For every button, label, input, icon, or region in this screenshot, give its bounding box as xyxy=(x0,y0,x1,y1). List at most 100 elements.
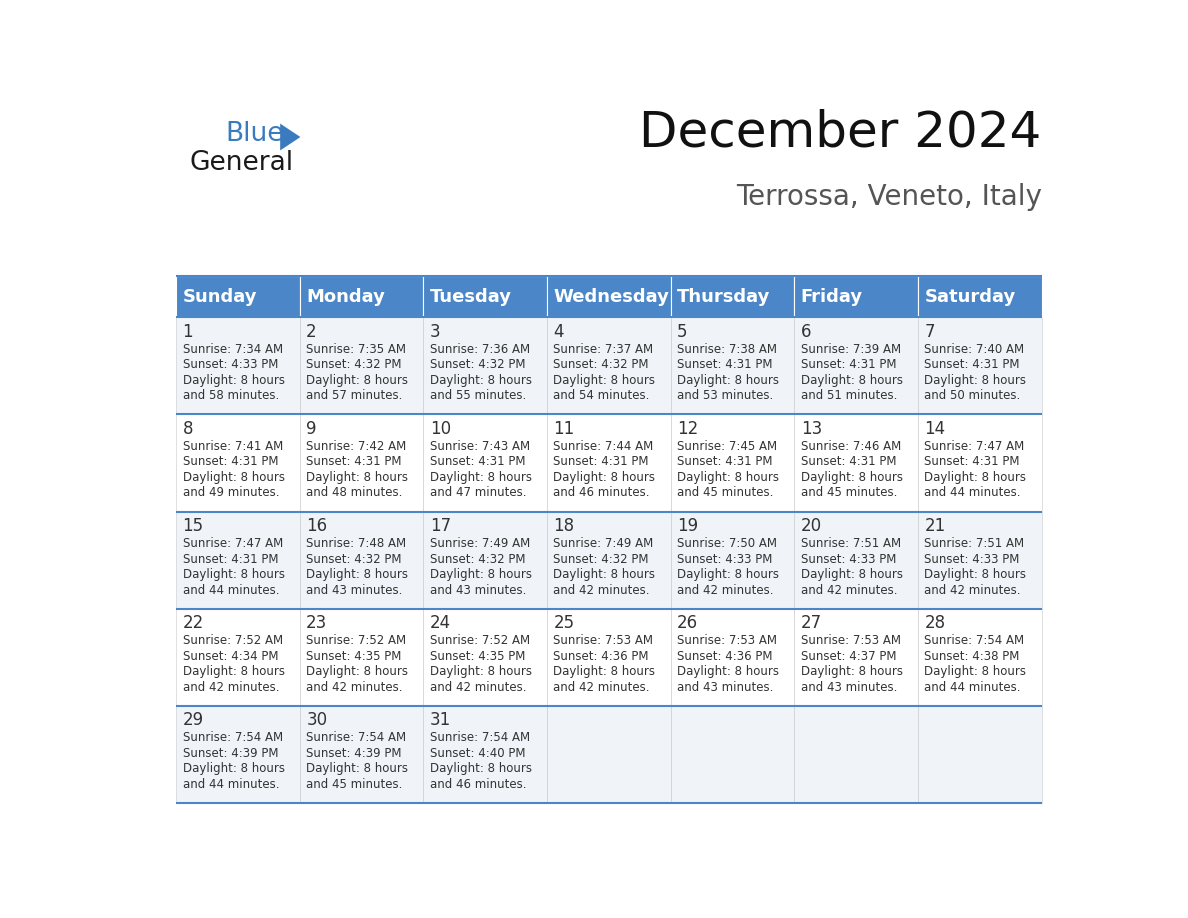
Text: Sunset: 4:38 PM: Sunset: 4:38 PM xyxy=(924,650,1019,663)
Text: Sunrise: 7:42 AM: Sunrise: 7:42 AM xyxy=(307,440,406,453)
Bar xyxy=(671,276,795,318)
Text: Sunset: 4:32 PM: Sunset: 4:32 PM xyxy=(430,358,525,371)
Text: Sunset: 4:31 PM: Sunset: 4:31 PM xyxy=(924,455,1019,468)
Text: Daylight: 8 hours: Daylight: 8 hours xyxy=(183,666,285,678)
Bar xyxy=(918,609,1042,706)
Text: Sunrise: 7:43 AM: Sunrise: 7:43 AM xyxy=(430,440,530,453)
Bar xyxy=(176,318,299,414)
Bar xyxy=(918,706,1042,803)
Text: Sunset: 4:35 PM: Sunset: 4:35 PM xyxy=(430,650,525,663)
Text: and 44 minutes.: and 44 minutes. xyxy=(183,778,279,791)
Text: Daylight: 8 hours: Daylight: 8 hours xyxy=(430,568,532,581)
Text: Daylight: 8 hours: Daylight: 8 hours xyxy=(307,374,409,386)
Text: Sunrise: 7:51 AM: Sunrise: 7:51 AM xyxy=(801,537,901,550)
Text: 8: 8 xyxy=(183,420,194,438)
Text: Sunrise: 7:52 AM: Sunrise: 7:52 AM xyxy=(183,634,283,647)
Text: Sunrise: 7:53 AM: Sunrise: 7:53 AM xyxy=(554,634,653,647)
Text: and 49 minutes.: and 49 minutes. xyxy=(183,487,279,499)
Text: Daylight: 8 hours: Daylight: 8 hours xyxy=(801,568,903,581)
Bar xyxy=(546,414,671,511)
Text: Sunrise: 7:45 AM: Sunrise: 7:45 AM xyxy=(677,440,777,453)
Text: Sunset: 4:37 PM: Sunset: 4:37 PM xyxy=(801,650,896,663)
Text: Daylight: 8 hours: Daylight: 8 hours xyxy=(183,374,285,386)
Text: Sunset: 4:31 PM: Sunset: 4:31 PM xyxy=(677,455,772,468)
Text: Daylight: 8 hours: Daylight: 8 hours xyxy=(554,374,656,386)
Text: Sunrise: 7:54 AM: Sunrise: 7:54 AM xyxy=(924,634,1024,647)
Text: Sunset: 4:35 PM: Sunset: 4:35 PM xyxy=(307,650,402,663)
Text: Sunrise: 7:47 AM: Sunrise: 7:47 AM xyxy=(183,537,283,550)
Text: Daylight: 8 hours: Daylight: 8 hours xyxy=(430,471,532,484)
Text: Sunday: Sunday xyxy=(183,287,257,306)
Text: Sunrise: 7:37 AM: Sunrise: 7:37 AM xyxy=(554,342,653,355)
Bar xyxy=(918,511,1042,609)
Text: Sunrise: 7:46 AM: Sunrise: 7:46 AM xyxy=(801,440,901,453)
Text: Sunrise: 7:53 AM: Sunrise: 7:53 AM xyxy=(801,634,901,647)
Text: Sunset: 4:36 PM: Sunset: 4:36 PM xyxy=(677,650,772,663)
Bar xyxy=(176,414,299,511)
Text: Sunset: 4:33 PM: Sunset: 4:33 PM xyxy=(924,553,1019,565)
Text: Sunset: 4:33 PM: Sunset: 4:33 PM xyxy=(183,358,278,371)
Text: and 43 minutes.: and 43 minutes. xyxy=(677,681,773,694)
Bar xyxy=(795,318,918,414)
Text: 5: 5 xyxy=(677,323,688,341)
Text: 29: 29 xyxy=(183,711,203,730)
Text: Sunset: 4:32 PM: Sunset: 4:32 PM xyxy=(430,553,525,565)
Text: Sunrise: 7:54 AM: Sunrise: 7:54 AM xyxy=(307,732,406,744)
Text: Tuesday: Tuesday xyxy=(430,287,512,306)
Text: Sunset: 4:32 PM: Sunset: 4:32 PM xyxy=(554,358,649,371)
Text: Sunset: 4:32 PM: Sunset: 4:32 PM xyxy=(307,553,402,565)
Bar xyxy=(671,609,795,706)
Text: 13: 13 xyxy=(801,420,822,438)
Text: Sunset: 4:31 PM: Sunset: 4:31 PM xyxy=(801,358,896,371)
Text: Daylight: 8 hours: Daylight: 8 hours xyxy=(677,471,779,484)
Text: Sunrise: 7:35 AM: Sunrise: 7:35 AM xyxy=(307,342,406,355)
Bar xyxy=(176,511,299,609)
Text: Sunset: 4:39 PM: Sunset: 4:39 PM xyxy=(183,746,278,760)
Text: 17: 17 xyxy=(430,517,451,535)
Text: Wednesday: Wednesday xyxy=(554,287,669,306)
Text: 24: 24 xyxy=(430,614,451,633)
Text: and 42 minutes.: and 42 minutes. xyxy=(554,681,650,694)
Text: 25: 25 xyxy=(554,614,575,633)
Text: and 42 minutes.: and 42 minutes. xyxy=(307,681,403,694)
Text: Sunset: 4:33 PM: Sunset: 4:33 PM xyxy=(801,553,896,565)
Text: Daylight: 8 hours: Daylight: 8 hours xyxy=(677,666,779,678)
Text: Sunset: 4:32 PM: Sunset: 4:32 PM xyxy=(307,358,402,371)
Bar xyxy=(795,511,918,609)
Text: Monday: Monday xyxy=(307,287,385,306)
Text: and 48 minutes.: and 48 minutes. xyxy=(307,487,403,499)
Bar xyxy=(671,706,795,803)
Text: Sunrise: 7:53 AM: Sunrise: 7:53 AM xyxy=(677,634,777,647)
Text: and 45 minutes.: and 45 minutes. xyxy=(677,487,773,499)
Text: Sunrise: 7:49 AM: Sunrise: 7:49 AM xyxy=(430,537,530,550)
Text: 21: 21 xyxy=(924,517,946,535)
Text: 4: 4 xyxy=(554,323,564,341)
Bar xyxy=(671,511,795,609)
Bar xyxy=(546,511,671,609)
Text: and 43 minutes.: and 43 minutes. xyxy=(430,584,526,597)
Text: Daylight: 8 hours: Daylight: 8 hours xyxy=(307,568,409,581)
Text: Sunset: 4:31 PM: Sunset: 4:31 PM xyxy=(554,455,649,468)
Text: Daylight: 8 hours: Daylight: 8 hours xyxy=(430,374,532,386)
Text: 27: 27 xyxy=(801,614,822,633)
Text: 26: 26 xyxy=(677,614,699,633)
Text: Sunrise: 7:39 AM: Sunrise: 7:39 AM xyxy=(801,342,901,355)
Bar xyxy=(299,414,423,511)
Text: 10: 10 xyxy=(430,420,451,438)
Text: Daylight: 8 hours: Daylight: 8 hours xyxy=(183,762,285,776)
Text: Sunrise: 7:54 AM: Sunrise: 7:54 AM xyxy=(183,732,283,744)
Text: Sunset: 4:40 PM: Sunset: 4:40 PM xyxy=(430,746,525,760)
Text: Sunset: 4:31 PM: Sunset: 4:31 PM xyxy=(430,455,525,468)
Bar xyxy=(423,706,546,803)
Text: Blue: Blue xyxy=(225,121,284,147)
Polygon shape xyxy=(280,124,301,151)
Bar xyxy=(176,276,299,318)
Text: Sunset: 4:31 PM: Sunset: 4:31 PM xyxy=(924,358,1019,371)
Text: and 42 minutes.: and 42 minutes. xyxy=(801,584,897,597)
Text: Daylight: 8 hours: Daylight: 8 hours xyxy=(677,374,779,386)
Bar xyxy=(918,276,1042,318)
Text: 30: 30 xyxy=(307,711,328,730)
Text: Daylight: 8 hours: Daylight: 8 hours xyxy=(924,374,1026,386)
Bar xyxy=(671,318,795,414)
Text: 31: 31 xyxy=(430,711,451,730)
